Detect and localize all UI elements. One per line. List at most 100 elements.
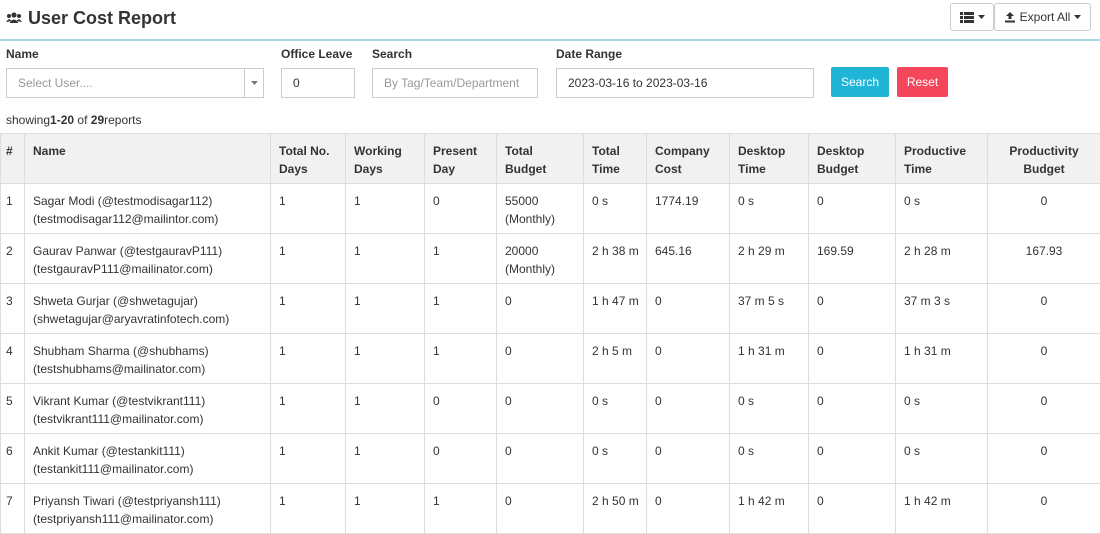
table-cell: 55000(Monthly)	[497, 184, 584, 234]
column-header: Total No. Days	[271, 134, 346, 184]
table-cell: 0	[497, 434, 584, 484]
summary-text: reports	[104, 113, 141, 127]
table-cell: 1	[346, 184, 425, 234]
cell-text: 0	[655, 492, 721, 510]
table-cell: 1	[425, 234, 497, 284]
cell-text: 1	[354, 292, 416, 310]
cell-text: 0	[996, 492, 1092, 510]
cell-text: (shwetagujar@aryavratinfotech.com)	[33, 310, 262, 328]
table-cell: 20000(Monthly)	[497, 234, 584, 284]
cell-text: (testshubhams@mailinator.com)	[33, 360, 262, 378]
table-cell: 0 s	[584, 184, 647, 234]
cell-text: 1	[354, 242, 416, 260]
table-cell: 1	[271, 284, 346, 334]
cell-text: 1	[279, 192, 337, 210]
cell-text: 0	[505, 392, 575, 410]
columns-button[interactable]	[950, 3, 994, 31]
summary: showing1-20 of 29reports	[6, 113, 141, 127]
cell-text: 1	[354, 492, 416, 510]
column-header: Name	[25, 134, 271, 184]
cell-text: 1	[354, 442, 416, 460]
table-cell: 0	[647, 334, 730, 384]
cell-text: 0	[817, 492, 887, 510]
cell-text: 0	[505, 442, 575, 460]
table-cell: 0	[988, 484, 1100, 534]
cell-text: 1	[433, 292, 488, 310]
table-cell: 37 m 5 s	[730, 284, 809, 334]
table-cell: 0	[809, 334, 896, 384]
table-cell: 169.59	[809, 234, 896, 284]
placeholder: By Tag/Team/Department	[384, 76, 519, 90]
table-cell: 6	[1, 434, 25, 484]
table-cell: Shubham Sharma (@shubhams)(testshubhams@…	[25, 334, 271, 384]
cell-text: 1 h 31 m	[904, 342, 979, 360]
cell-text: 1	[433, 242, 488, 260]
table-cell: 0	[647, 484, 730, 534]
cell-text: 0	[505, 342, 575, 360]
cell-text: 0 s	[904, 392, 979, 410]
cell-text: 2 h 5 m	[592, 342, 638, 360]
cell-text: 1774.19	[655, 192, 721, 210]
table-cell: 1	[271, 434, 346, 484]
table-cell: 0	[988, 284, 1100, 334]
cell-text: (testankit111@mailinator.com)	[33, 460, 262, 478]
cell-text: 55000	[505, 192, 575, 210]
table-cell: 0 s	[896, 384, 988, 434]
cell-text: 2	[6, 242, 22, 260]
cell-text: (Monthly)	[505, 210, 575, 228]
cell-text: 1	[279, 292, 337, 310]
table-cell: 1 h 31 m	[730, 334, 809, 384]
cell-text: 0	[505, 292, 575, 310]
table-cell: 1	[346, 384, 425, 434]
cell-text: 4	[6, 342, 22, 360]
placeholder: Select User....	[18, 76, 93, 90]
table-cell: 0	[988, 434, 1100, 484]
cell-text: 0 s	[738, 392, 800, 410]
table-cell: 1	[346, 334, 425, 384]
cell-text: (testmodisagar112@mailintor.com)	[33, 210, 262, 228]
cell-text: 0	[655, 342, 721, 360]
cell-text: 1 h 31 m	[738, 342, 800, 360]
cell-text: 1	[279, 342, 337, 360]
user-select[interactable]: Select User....	[6, 68, 264, 98]
table-cell: 0	[809, 284, 896, 334]
summary-text: of	[77, 113, 87, 127]
table-cell: 0	[425, 184, 497, 234]
cell-text: Sagar Modi (@testmodisagar112)	[33, 192, 262, 210]
table-cell: 2 h 29 m	[730, 234, 809, 284]
table-cell: 1	[271, 384, 346, 434]
cell-text: 6	[6, 442, 22, 460]
office-leave-input[interactable]: 0	[281, 68, 355, 98]
table-cell: Gaurav Panwar (@testgauravP111)(testgaur…	[25, 234, 271, 284]
table-cell: 1	[346, 234, 425, 284]
search-button[interactable]: Search	[831, 67, 889, 97]
table-cell: 1	[425, 484, 497, 534]
table-cell: 2 h 38 m	[584, 234, 647, 284]
cell-text: Gaurav Panwar (@testgauravP111)	[33, 242, 262, 260]
input-value: 2023-03-16 to 2023-03-16	[568, 76, 707, 90]
header: User Cost Report Export All	[0, 0, 1100, 41]
date-range-input[interactable]: 2023-03-16 to 2023-03-16	[556, 68, 814, 98]
cell-text: 2 h 29 m	[738, 242, 800, 260]
column-header: Present Day	[425, 134, 497, 184]
button-label: Reset	[907, 75, 938, 89]
table-cell: Shweta Gurjar (@shwetagujar)(shwetagujar…	[25, 284, 271, 334]
column-header: Desktop Time	[730, 134, 809, 184]
export-button[interactable]: Export All	[994, 3, 1091, 31]
caret-icon	[251, 81, 258, 85]
caret-icon	[1074, 15, 1081, 19]
cell-text: 0	[433, 392, 488, 410]
reset-button[interactable]: Reset	[897, 67, 948, 97]
table-cell: 0	[425, 434, 497, 484]
table-cell: Priyansh Tiwari (@testpriyansh111)(testp…	[25, 484, 271, 534]
table-cell: 1 h 42 m	[730, 484, 809, 534]
search-input[interactable]: By Tag/Team/Department	[372, 68, 538, 98]
table-cell: 2	[1, 234, 25, 284]
users-icon	[6, 12, 22, 24]
cell-text: Shweta Gurjar (@shwetagujar)	[33, 292, 262, 310]
caret-icon	[978, 15, 985, 19]
cell-text: (Monthly)	[505, 260, 575, 278]
